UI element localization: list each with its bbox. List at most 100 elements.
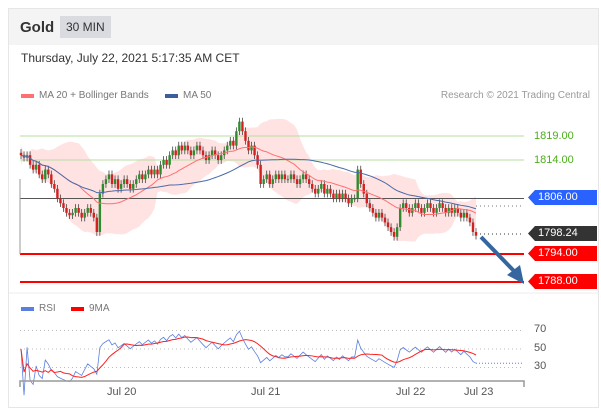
candle-body [405, 203, 408, 208]
candle-body [326, 188, 329, 194]
candle-body [210, 150, 214, 156]
rsi-tick-30: 30 [534, 360, 547, 372]
candle-body [216, 155, 220, 160]
candle-body [356, 169, 359, 199]
candle-body [92, 212, 95, 218]
candle-body [68, 212, 71, 216]
candle-body [441, 203, 444, 208]
candle-body [171, 150, 174, 156]
candle-body [41, 174, 44, 180]
candle-body [220, 155, 223, 160]
candle-body [250, 145, 253, 151]
candle-body [353, 198, 356, 200]
candle-body [156, 169, 159, 175]
candle-body [277, 174, 281, 180]
candle-body [268, 174, 271, 184]
legend-ma20: MA 20 + Bollinger Bands [21, 90, 149, 101]
candle-body [377, 212, 381, 218]
candle-body [174, 150, 177, 156]
candle-body [359, 169, 362, 184]
legend-ma20-label: MA 20 + Bollinger Bands [39, 90, 149, 101]
candle-body [195, 145, 199, 151]
candle-body [304, 174, 308, 180]
candle-body [198, 145, 202, 151]
candle-body [247, 140, 250, 151]
candle-body [362, 184, 365, 194]
candle-body [314, 188, 317, 194]
candle-body [298, 179, 302, 184]
candle-body [408, 208, 411, 213]
candle-body [420, 208, 423, 213]
candle-body [141, 174, 144, 180]
rsi-tick-70: 70 [534, 323, 547, 335]
candle-body [244, 131, 247, 141]
forecast-arrow [479, 235, 516, 273]
candle-body [177, 145, 180, 156]
candle-body [253, 145, 256, 156]
legend-ma50: MA 50 [165, 90, 211, 101]
candle-body [402, 203, 405, 208]
candle-body [414, 203, 417, 208]
last-price-tag: 1798.24 [528, 226, 597, 241]
candle-body [80, 212, 83, 218]
candle-body [107, 174, 111, 180]
rsi-line [20, 330, 477, 396]
candle-body [235, 131, 238, 146]
ma20-line [20, 146, 477, 215]
candle-body [368, 203, 372, 208]
candle-body [432, 208, 435, 213]
candle-body [77, 208, 80, 213]
instrument-title: Gold [20, 19, 55, 36]
candle-body [344, 193, 347, 199]
timeframe-button[interactable]: 30 MIN [60, 16, 111, 38]
candle-body [286, 179, 290, 181]
candle-body [62, 203, 65, 208]
candle-body [19, 152, 23, 156]
candle-body [135, 179, 138, 184]
candle-body [274, 174, 277, 180]
support-1-tag: 1794.00 [528, 246, 597, 261]
candle-body [435, 208, 438, 213]
candle-body [383, 217, 387, 223]
ma50-swatch [165, 93, 178, 98]
candle-body [350, 198, 353, 204]
candle-body [392, 232, 396, 237]
candle-body [417, 203, 420, 208]
candle-body [56, 188, 59, 199]
candle-body [65, 208, 68, 213]
ma50-line [20, 154, 477, 210]
rsi-ma-line [20, 336, 477, 378]
candle-body [386, 222, 390, 228]
rsi-tick-50: 50 [534, 342, 547, 354]
candle-body [465, 212, 469, 218]
candle-body [83, 212, 86, 218]
candle-body [317, 188, 320, 194]
candle-body [150, 169, 153, 175]
rsi-ma-swatch [71, 306, 84, 311]
candle-body [438, 203, 441, 208]
candle-body [110, 174, 114, 184]
candle-body [229, 140, 232, 146]
candle-body [292, 174, 296, 180]
time-axis [19, 380, 525, 387]
legend-rsi-ma-label: 9MA [89, 303, 110, 314]
candle-body [329, 188, 332, 194]
candle-body [395, 227, 399, 237]
candle-body [138, 174, 141, 180]
candle-body [165, 160, 168, 165]
candle-body [341, 193, 344, 199]
pivot-tag: 1806.00 [528, 190, 597, 205]
legend-rsi-label: RSI [39, 303, 56, 314]
price-chart [9, 117, 598, 396]
legend-rsi-ma: 9MA [71, 303, 110, 314]
candle-body [262, 179, 265, 184]
legend-ma50-label: MA 50 [183, 90, 212, 101]
candle-body [101, 184, 105, 194]
candle-body [186, 145, 190, 151]
candle-body [423, 208, 426, 213]
candle-body [201, 150, 205, 156]
candle-body [129, 184, 132, 189]
support-2-tag: 1788.00 [528, 274, 597, 289]
candle-body [47, 169, 50, 175]
candle-body [180, 145, 183, 151]
